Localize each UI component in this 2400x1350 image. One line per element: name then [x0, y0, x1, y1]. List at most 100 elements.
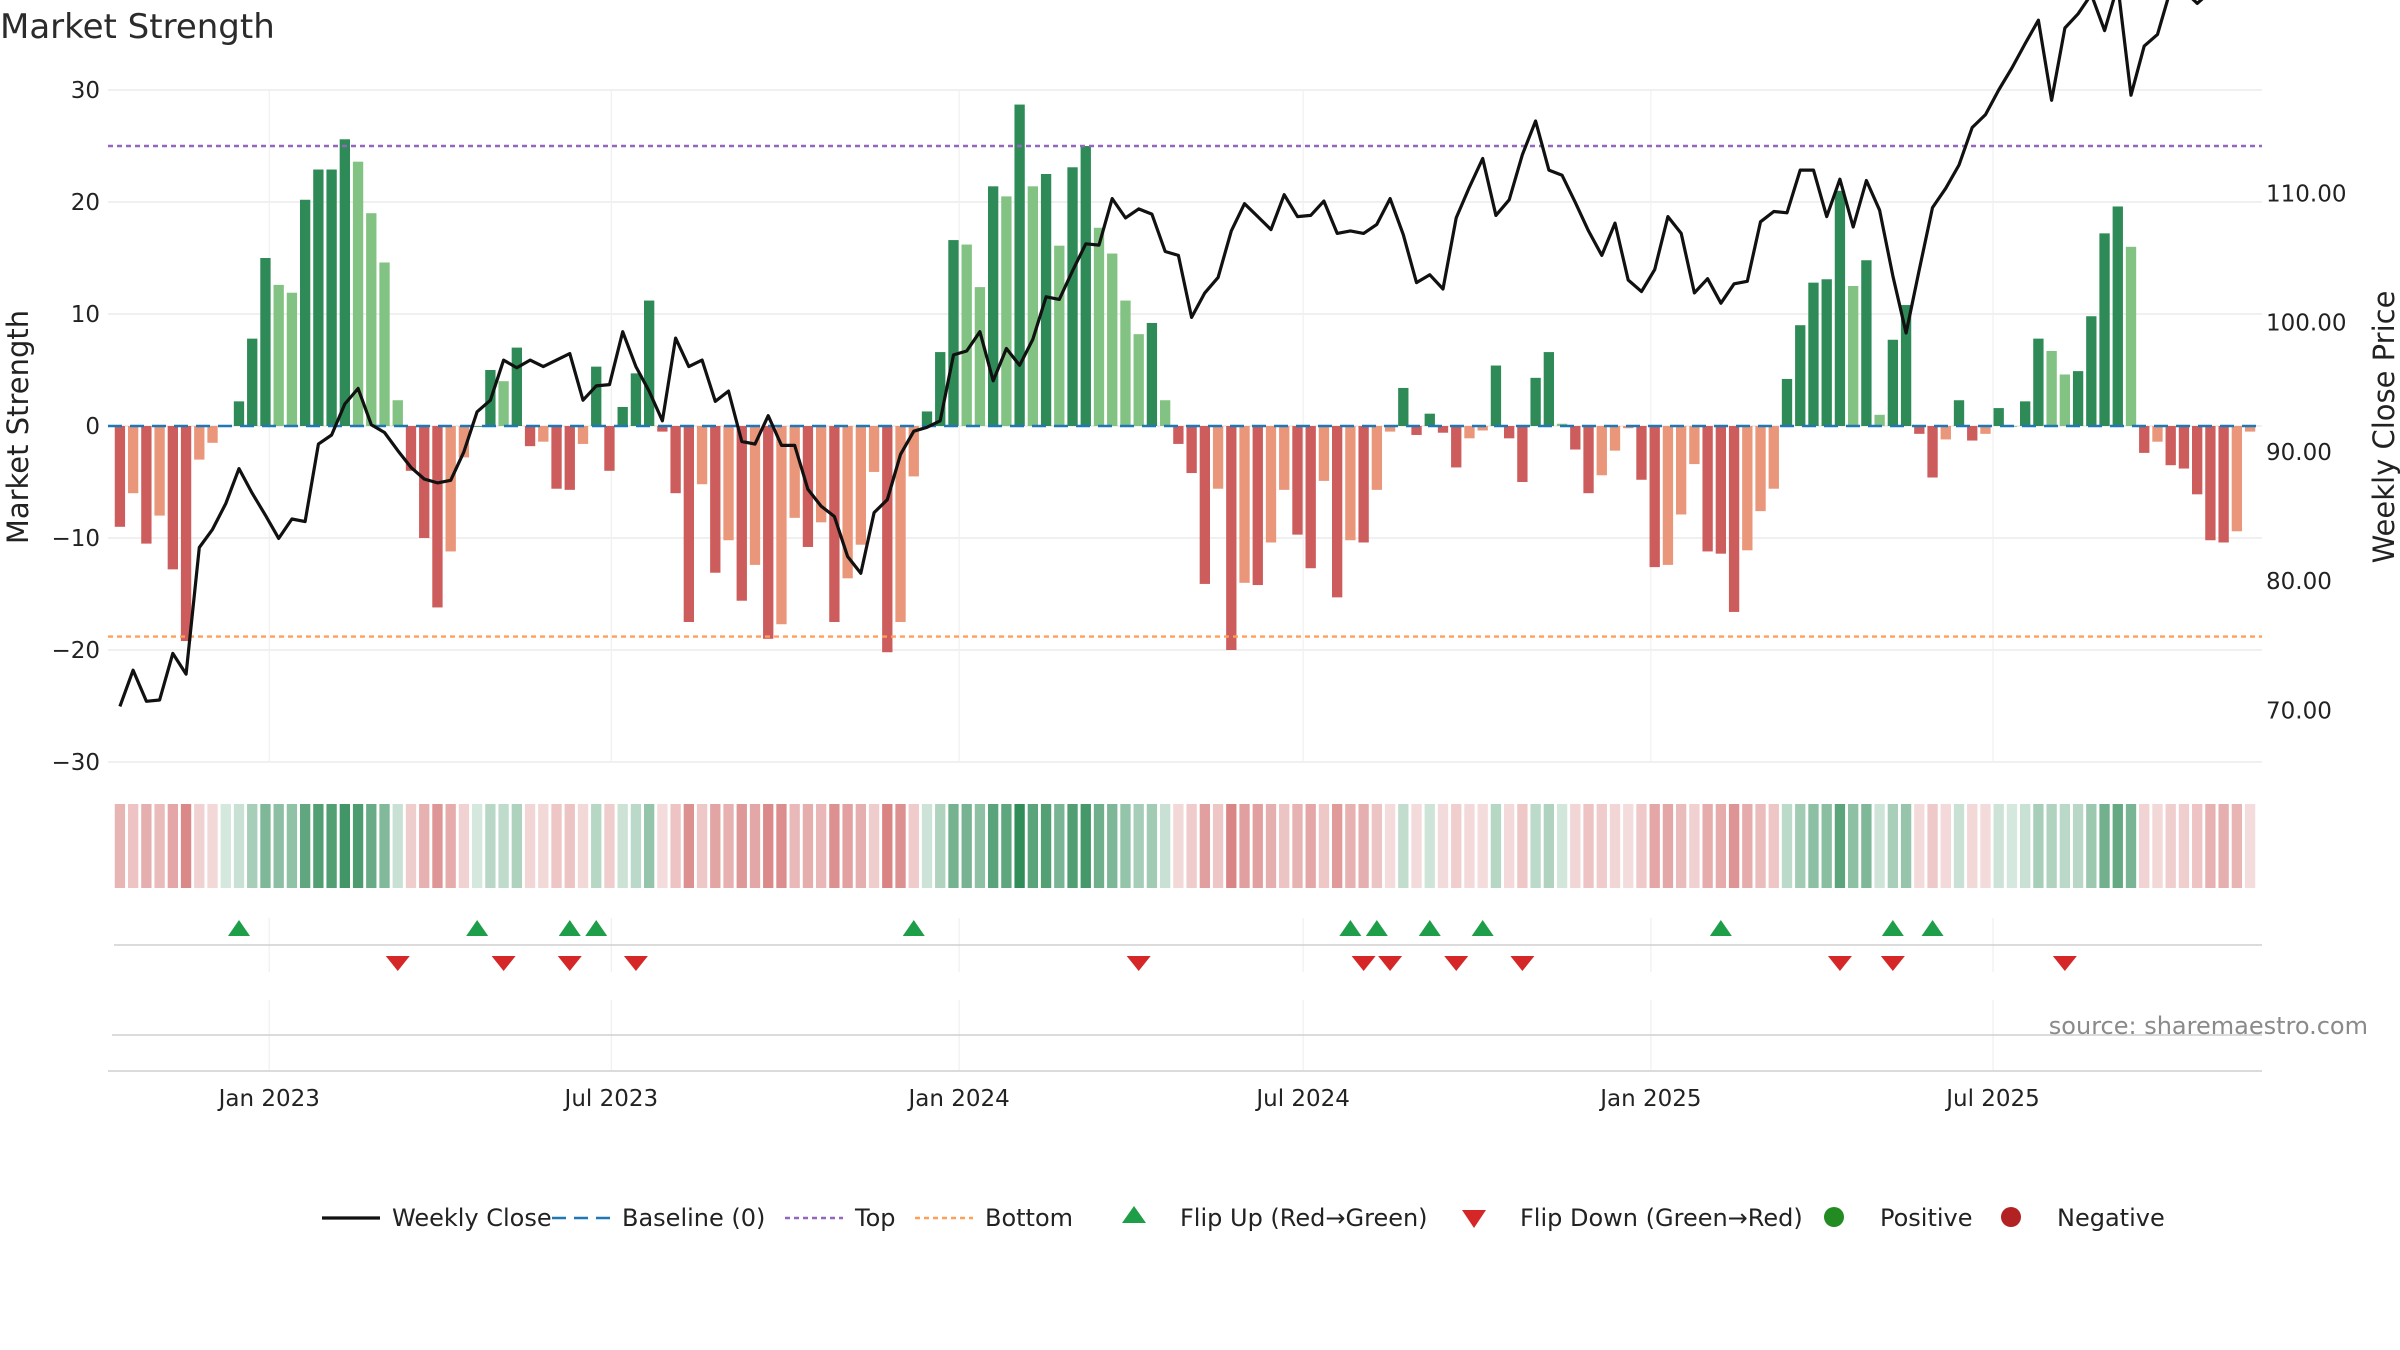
strength-bar: [1967, 426, 1978, 441]
flip-down-marker: [491, 956, 516, 971]
strength-bar: [723, 426, 734, 541]
chart-title: Market Strength: [0, 7, 275, 47]
strength-bar: [127, 426, 139, 494]
left-tick-label: −30: [51, 750, 100, 776]
strength-bar: [1517, 426, 1528, 482]
heat-cell: [815, 804, 827, 888]
strength-bar: [1001, 196, 1012, 426]
heat-cell: [1662, 804, 1674, 888]
flip-down-marker: [1126, 956, 1151, 971]
strength-bar: [1358, 426, 1369, 543]
strength-bar: [1781, 378, 1793, 426]
heat-cell: [2099, 804, 2110, 888]
strength-bar: [2086, 316, 2097, 426]
heat-cell: [2086, 804, 2097, 888]
strength-bar: [1927, 426, 1938, 478]
strength-bar: [1107, 253, 1118, 426]
heat-cell: [895, 804, 906, 888]
flip-down-marker: [1510, 956, 1535, 971]
heat-cell: [643, 804, 655, 888]
right-tick-label: 70.00: [2266, 698, 2332, 724]
legend-positive-icon: [1824, 1207, 1844, 1227]
heat-cell: [2165, 804, 2176, 888]
x-tick-label: Jan 2025: [1598, 1086, 1701, 1112]
x-tick-label: Jan 2024: [906, 1086, 1009, 1112]
right-tick-label: 90.00: [2266, 440, 2332, 466]
heat-cell: [736, 804, 747, 888]
strength-bar: [1424, 413, 1435, 426]
flip-up-marker: [1339, 920, 1362, 936]
strength-bar: [643, 300, 655, 426]
heat-cell: [1742, 804, 1753, 888]
heat-cell: [1953, 804, 1965, 888]
strength-bar: [670, 426, 681, 494]
heat-cell: [1623, 804, 1634, 888]
heat-cell: [1861, 804, 1872, 888]
heat-cell: [485, 804, 496, 888]
flip-down-marker: [1444, 956, 1469, 971]
heat-cell: [1503, 804, 1515, 888]
heat-cell: [299, 804, 311, 888]
heat-cell: [2231, 804, 2243, 888]
strength-bar: [1530, 377, 1541, 426]
flip-up-marker: [466, 920, 489, 936]
heat-cell: [1490, 804, 1502, 888]
heat-cell: [1186, 804, 1197, 888]
heat-cell: [564, 804, 575, 888]
strength-bar: [1755, 426, 1766, 512]
heat-cell: [657, 804, 668, 888]
heat-cell: [921, 804, 933, 888]
strength-bar: [1199, 426, 1211, 584]
flip-down-marker: [1351, 956, 1376, 971]
strength-bar: [2152, 426, 2163, 442]
strength-bar: [1173, 426, 1184, 444]
heat-cell: [1477, 804, 1488, 888]
strength-bar: [366, 213, 377, 426]
strength-bar: [1808, 282, 1819, 426]
strength-bar: [1490, 365, 1502, 426]
strength-bar: [789, 426, 800, 518]
strength-bar: [974, 287, 986, 426]
strength-bar: [696, 426, 708, 485]
strength-bar: [511, 347, 522, 426]
heat-cell: [2033, 804, 2044, 888]
heat-cell: [392, 804, 403, 888]
strength-bar: [1953, 400, 1965, 426]
heat-cell: [1543, 804, 1555, 888]
legend-label: Top: [854, 1204, 896, 1232]
heat-cell: [776, 804, 787, 888]
strength-bar: [2244, 426, 2256, 432]
heat-cell: [1318, 804, 1330, 888]
strength-bar: [2099, 233, 2110, 426]
strength-bar: [935, 352, 946, 426]
strength-bar: [921, 411, 933, 426]
strength-bar: [1834, 190, 1846, 426]
flip-up-marker: [227, 920, 250, 936]
left-tick-label: −20: [51, 638, 100, 664]
strength-bar: [1543, 352, 1555, 426]
heat-cell: [1437, 804, 1449, 888]
strength-bar: [538, 426, 549, 442]
strength-bar: [1702, 426, 1713, 552]
strength-bar: [1159, 400, 1171, 426]
legend-label: Negative: [2057, 1204, 2165, 1232]
legend-label: Positive: [1880, 1204, 1973, 1232]
strength-bar: [445, 426, 456, 552]
flip-down-marker: [2052, 956, 2077, 971]
strength-bar: [1742, 426, 1753, 551]
strength-bar: [882, 426, 893, 653]
heat-cell: [1239, 804, 1250, 888]
weekly-close-series: [118, 0, 2204, 707]
strength-bar: [2205, 426, 2216, 541]
strength-bar: [961, 244, 972, 426]
strength-bar: [1437, 426, 1449, 433]
heat-cell: [1252, 804, 1263, 888]
heat-cell: [1212, 804, 1224, 888]
strength-bar: [1305, 426, 1316, 569]
strength-bar: [630, 373, 642, 426]
strength-bar: [313, 169, 324, 426]
heat-cell: [710, 804, 721, 888]
heat-cell: [591, 804, 602, 888]
heat-cell: [2205, 804, 2216, 888]
strength-bar: [2020, 401, 2031, 426]
